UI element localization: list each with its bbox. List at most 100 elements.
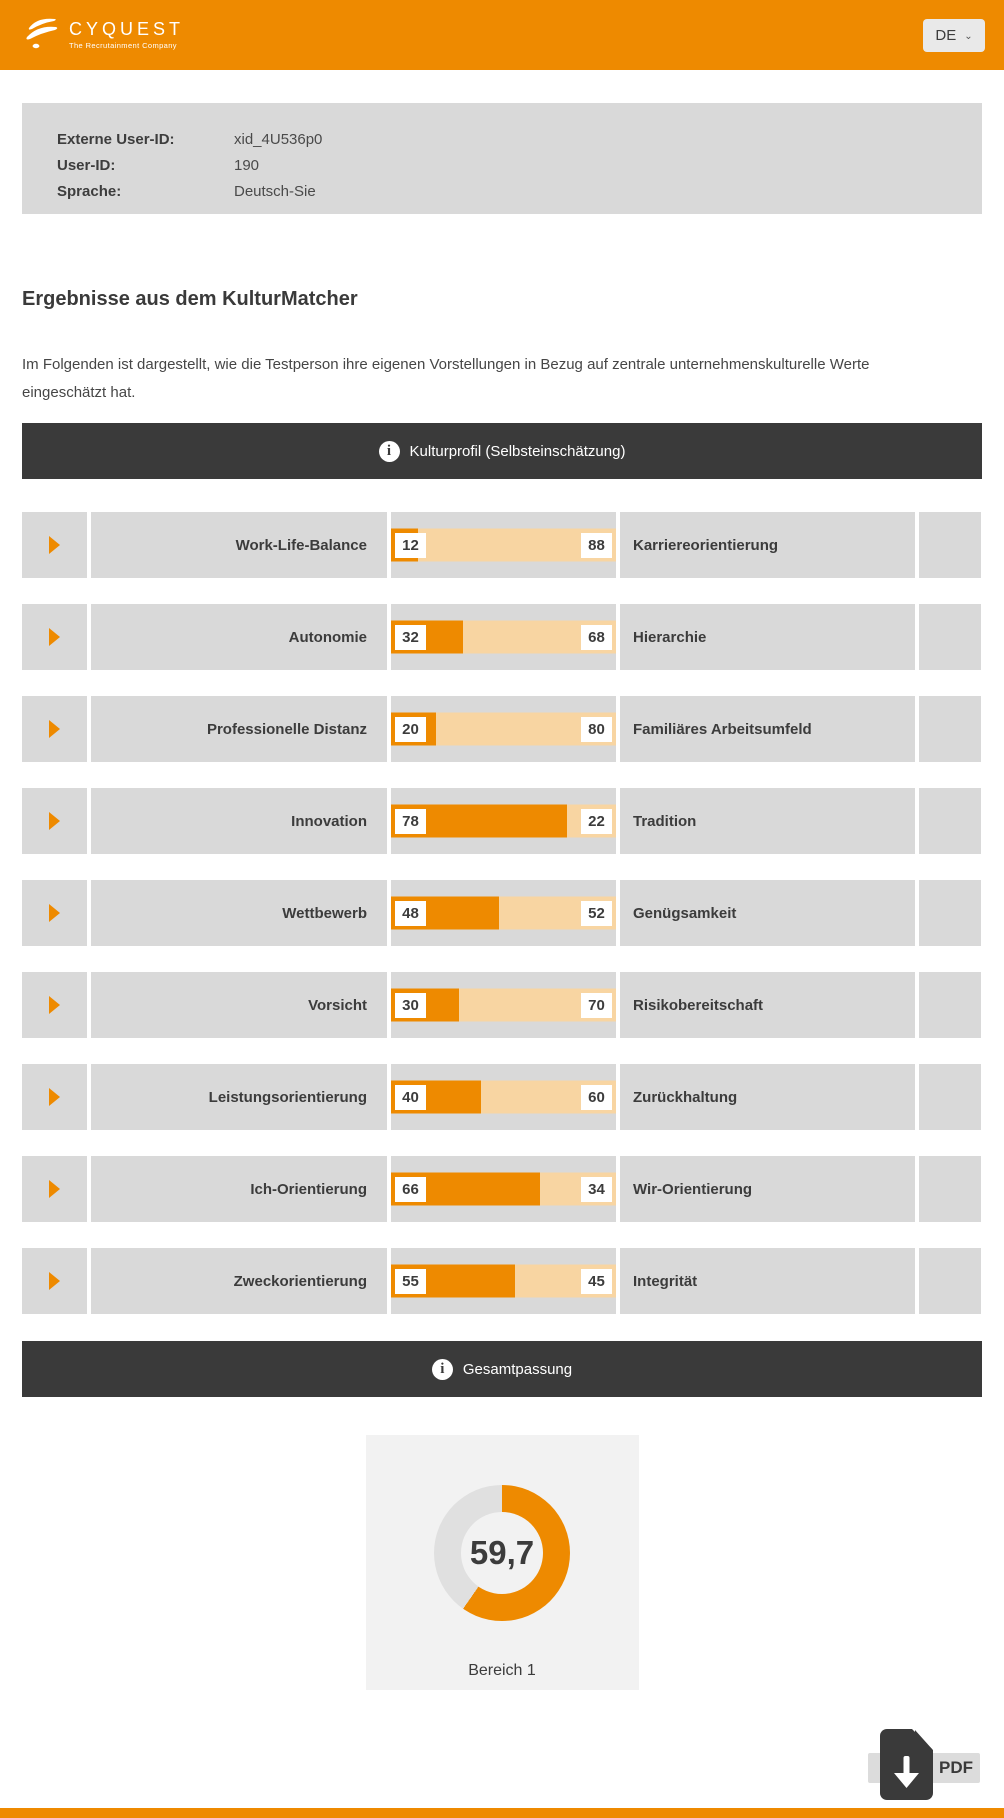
- play-arrow-icon: [49, 536, 60, 554]
- section-header-gesamtpassung: i Gesamtpassung: [22, 1341, 982, 1397]
- user-info-row: User-ID: 190: [57, 153, 982, 179]
- bipolar-bar: 55 45: [391, 1248, 616, 1314]
- right-value: 60: [581, 1084, 612, 1110]
- user-info-box: Externe User-ID: xid_4U536p0 User-ID: 19…: [22, 103, 982, 214]
- cyquest-logo: CYQUEST The Recrutainment Company: [24, 14, 184, 57]
- right-pole-label: Wir-Orientierung: [620, 1156, 915, 1222]
- right-pole-label: Genügsamkeit: [620, 880, 915, 946]
- right-pole-label: Hierarchie: [620, 604, 915, 670]
- brand-name: CYQUEST: [69, 19, 185, 39]
- left-pole-label: Wettbewerb: [91, 880, 387, 946]
- right-value: 22: [581, 808, 612, 834]
- play-arrow-icon: [49, 904, 60, 922]
- overall-fit-donut: 59,7: [434, 1485, 570, 1621]
- external-user-id-label: Externe User-ID:: [57, 131, 175, 148]
- left-value: 55: [395, 1268, 426, 1294]
- bipolar-bar: 66 34: [391, 1156, 616, 1222]
- right-pole-label: Integrität: [620, 1248, 915, 1314]
- bipolar-bar: 12 88: [391, 512, 616, 578]
- user-id-label: User-ID:: [57, 157, 116, 174]
- culture-dimension-row: Zweckorientierung 55 45 Integrität: [22, 1248, 982, 1314]
- bar-track: 48 52: [391, 896, 616, 930]
- play-arrow-icon: [49, 812, 60, 830]
- bipolar-bar: 40 60: [391, 1064, 616, 1130]
- footer-bar: [0, 1808, 1004, 1818]
- right-pole-label: Karriereorientierung: [620, 512, 915, 578]
- culture-dimension-row: Leistungsorientierung 40 60 Zurückhaltung: [22, 1064, 982, 1130]
- row-expander-button[interactable]: [22, 512, 87, 578]
- bar-track: 20 80: [391, 712, 616, 746]
- row-expander-button[interactable]: [22, 880, 87, 946]
- left-value: 40: [395, 1084, 426, 1110]
- row-end-cell: [919, 604, 981, 670]
- left-value: 32: [395, 624, 426, 650]
- right-value: 52: [581, 900, 612, 926]
- play-arrow-icon: [49, 720, 60, 738]
- culture-dimension-row: Vorsicht 30 70 Risikobereitschaft: [22, 972, 982, 1038]
- overall-fit-card: 59,7 Bereich 1: [365, 1435, 639, 1690]
- bar-track: 30 70: [391, 988, 616, 1022]
- pdf-download-icon[interactable]: [880, 1729, 933, 1800]
- culture-dimension-row: Innovation 78 22 Tradition: [22, 788, 982, 854]
- language-select-value: DE: [935, 26, 957, 44]
- culture-dimension-row: Autonomie 32 68 Hierarchie: [22, 604, 982, 670]
- bar-track: 78 22: [391, 804, 616, 838]
- user-id-value: 190: [234, 157, 260, 174]
- row-end-cell: [919, 1248, 981, 1314]
- pdf-download-area: PDF: [22, 1729, 982, 1800]
- overall-fit-label: Bereich 1: [468, 1662, 536, 1679]
- right-value: 68: [581, 624, 612, 650]
- row-end-cell: [919, 880, 981, 946]
- section-header-kulturprofil: i Kulturprofil (Selbsteinschätzung): [22, 423, 982, 479]
- bipolar-bar: 78 22: [391, 788, 616, 854]
- left-value: 30: [395, 992, 426, 1018]
- info-icon[interactable]: i: [431, 1358, 453, 1380]
- bar-track: 40 60: [391, 1080, 616, 1114]
- section-title: Gesamtpassung: [462, 1360, 573, 1378]
- row-expander-button[interactable]: [22, 1156, 87, 1222]
- play-arrow-icon: [49, 1180, 60, 1198]
- left-pole-label: Autonomie: [91, 604, 387, 670]
- culture-dimension-row: Professionelle Distanz 20 80 Familiäres Arb…: [22, 696, 982, 762]
- row-expander-button[interactable]: [22, 788, 87, 854]
- external-user-id-value: xid_4U536p0: [234, 131, 323, 148]
- row-end-cell: [919, 972, 981, 1038]
- left-pole-label: Work-Life-Balance: [91, 512, 387, 578]
- chevron-down-icon: ⌄: [964, 30, 973, 42]
- intro-line-1: Im Folgenden ist dargestellt, wie die Te…: [22, 356, 870, 373]
- intro-text: Im Folgenden ist dargestellt, wie die Te…: [22, 351, 982, 407]
- row-expander-button[interactable]: [22, 1248, 87, 1314]
- left-value: 66: [395, 1176, 426, 1202]
- row-expander-button[interactable]: [22, 972, 87, 1038]
- right-value: 45: [581, 1268, 612, 1294]
- left-pole-label: Vorsicht: [91, 972, 387, 1038]
- right-value: 88: [581, 532, 612, 558]
- left-pole-label: Ich-Orientierung: [91, 1156, 387, 1222]
- cyquest-logo-icon: [24, 14, 60, 57]
- info-icon[interactable]: i: [378, 440, 400, 462]
- brand-tagline: The Recrutainment Company: [69, 41, 177, 50]
- overall-fit-value: 59,7: [469, 1534, 535, 1571]
- row-expander-button[interactable]: [22, 1064, 87, 1130]
- right-pole-label: Risikobereitschaft: [620, 972, 915, 1038]
- user-info-row: Externe User-ID: xid_4U536p0: [57, 127, 982, 153]
- row-expander-button[interactable]: [22, 604, 87, 670]
- right-pole-label: Familiäres Arbeitsumfeld: [620, 696, 915, 762]
- bipolar-bar: 32 68: [391, 604, 616, 670]
- row-expander-button[interactable]: [22, 696, 87, 762]
- row-end-cell: [919, 1064, 981, 1130]
- right-pole-label: Tradition: [620, 788, 915, 854]
- language-value: Deutsch-Sie: [234, 183, 316, 200]
- app-header: CYQUEST The Recrutainment Company DE ⌄: [0, 0, 1004, 70]
- user-info-row: Sprache: Deutsch-Sie: [57, 179, 982, 205]
- row-end-cell: [919, 1156, 981, 1222]
- left-value: 78: [395, 808, 426, 834]
- right-value: 34: [581, 1176, 612, 1202]
- row-end-cell: [919, 512, 981, 578]
- language-select[interactable]: DE ⌄: [923, 18, 985, 52]
- left-value: 20: [395, 716, 426, 742]
- left-value: 12: [395, 532, 426, 558]
- play-arrow-icon: [49, 996, 60, 1014]
- section-title: Kulturprofil (Selbsteinschätzung): [409, 442, 626, 460]
- bipolar-bar: 20 80: [391, 696, 616, 762]
